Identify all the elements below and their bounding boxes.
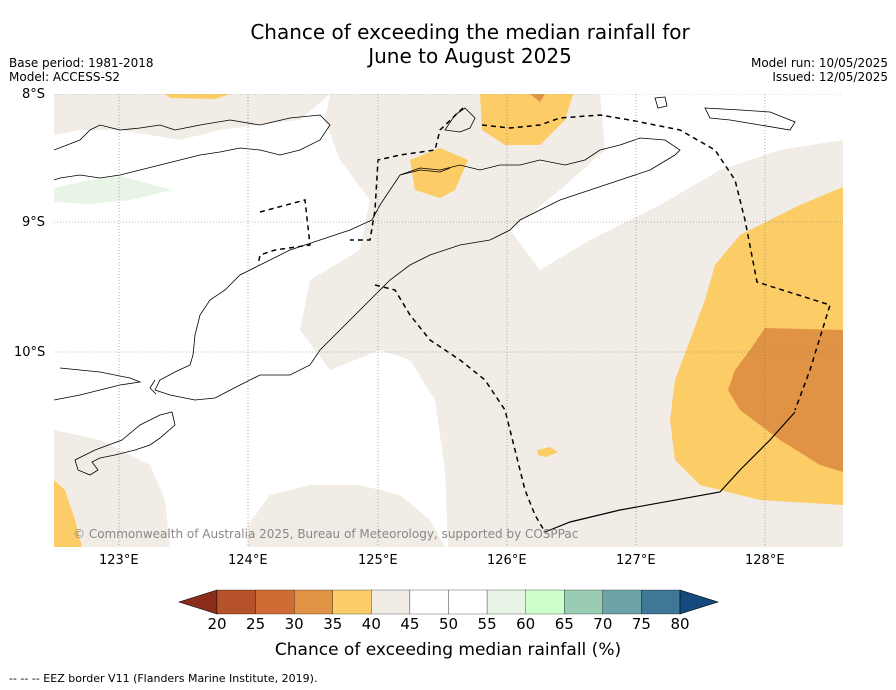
probability-30-35-region (728, 328, 843, 472)
colorbar-tick-label: 60 (516, 615, 536, 633)
copyright-notice: © Commonwealth of Australia 2025, Bureau… (73, 527, 579, 541)
colorbar-tick-label: 20 (207, 615, 227, 633)
metadata-right: Model run: 10/05/2025 Issued: 12/05/2025 (751, 56, 888, 84)
lon-label-126e: 126°E (487, 553, 527, 568)
colorbar-cell (525, 589, 565, 615)
model-run: Model run: 10/05/2025 (750, 56, 888, 70)
map-area (54, 94, 843, 547)
map-title: Chance of exceeding the median rainfall … (0, 20, 896, 68)
title-line-1: Chance of exceeding the median rainfall … (250, 20, 690, 44)
lat-label-9s: 9°S (22, 215, 46, 230)
colorbar-tick-label: 35 (323, 615, 343, 633)
gridlines (54, 94, 843, 547)
colorbar-cell (409, 589, 449, 615)
lon-label-127e: 127°E (616, 553, 656, 568)
colorbar-cell (448, 589, 488, 615)
colorbar-tick-label: 70 (593, 615, 613, 633)
title-line-2: June to August 2025 (368, 44, 572, 68)
colorbar-tick-label: 75 (631, 615, 651, 633)
lat-label-10s: 10°S (14, 345, 46, 360)
eez-borders (257, 107, 831, 533)
colorbar-tick-label: 40 (361, 615, 381, 633)
lat-label-8s: 8°S (22, 87, 46, 102)
colorbar-tick-label: 80 (670, 615, 690, 633)
colorbar-tick-label: 25 (246, 615, 266, 633)
lon-label-128e: 128°E (745, 553, 785, 568)
eez-footnote: -- -- -- EEZ border V11 (Flanders Marine… (9, 672, 318, 685)
colorbar-tick-label: 55 (477, 615, 497, 633)
colorbar-cell (216, 589, 256, 615)
colorbar-cell (294, 589, 333, 615)
metadata-left: Base period: 1981-2018 Model: ACCESS-S2 (9, 56, 154, 84)
colorbar-arrow-high (679, 589, 719, 615)
colorbar-cell (564, 589, 603, 615)
issued-date: Issued: 12/05/2025 (772, 70, 888, 84)
probability-55-60-region (54, 176, 172, 204)
lon-label-125e: 125°E (358, 553, 398, 568)
colorbar-tick-label: 45 (400, 615, 420, 633)
colorbar-cell (641, 589, 681, 615)
colorbar-cell (602, 589, 642, 615)
colorbar-cell (486, 589, 526, 615)
base-period: Base period: 1981-2018 (9, 56, 154, 70)
colorbar-cell (332, 589, 372, 615)
colorbar-cell (255, 589, 295, 615)
coastlines (54, 96, 796, 476)
colorbar-cell (371, 589, 411, 615)
colorbar-tick-label: 50 (438, 615, 459, 633)
colorbar-title: Chance of exceeding median rainfall (%) (274, 640, 622, 660)
solid-border (544, 411, 796, 533)
colorbar-tick-label: 30 (284, 615, 304, 633)
lon-label-124e: 124°E (228, 553, 268, 568)
colorbar-arrow-low (178, 589, 218, 615)
lon-label-123e: 123°E (99, 553, 139, 568)
colorbar-tick-label: 65 (554, 615, 574, 633)
colorbar-cells (178, 589, 719, 615)
model-name: Model: ACCESS-S2 (9, 70, 121, 84)
